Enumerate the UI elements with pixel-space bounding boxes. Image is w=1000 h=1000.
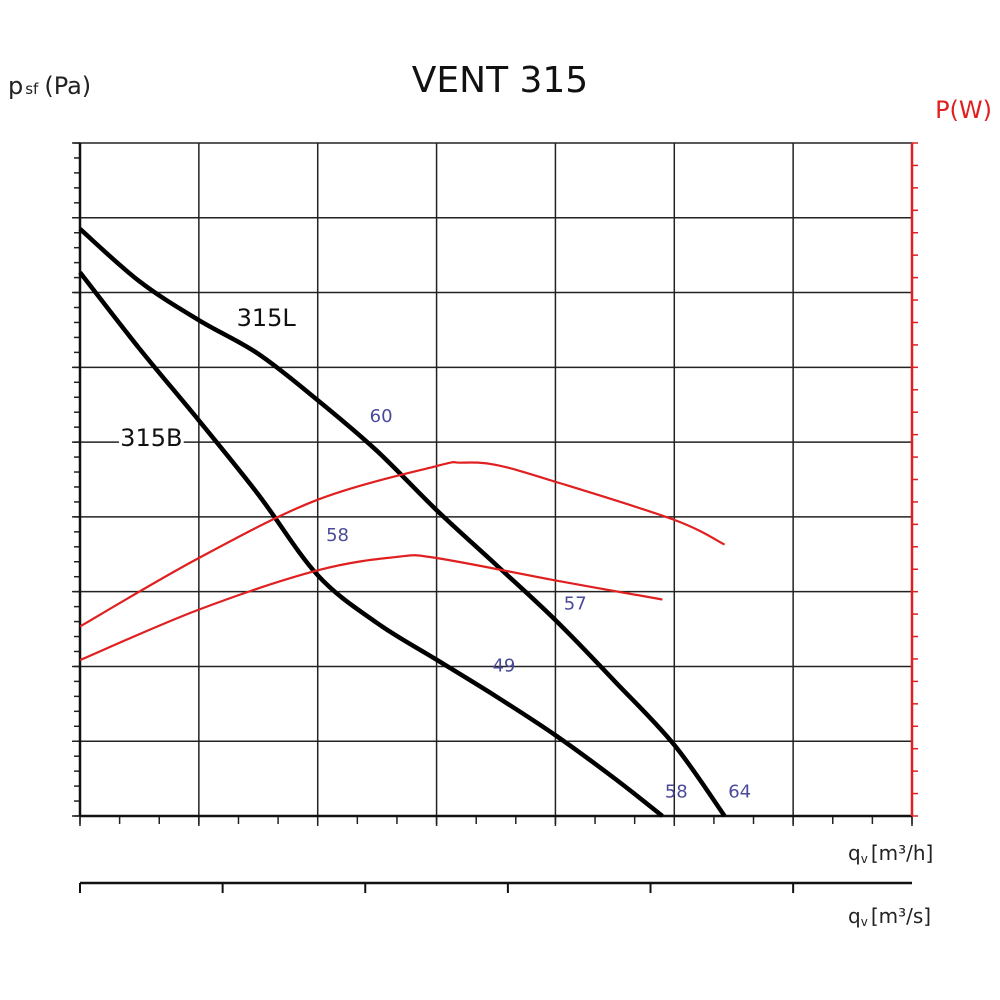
y-axis-label: p sf (Pa) — [8, 72, 91, 100]
point-label: 57 — [564, 594, 587, 615]
power-curve-2 — [79, 461, 726, 628]
point-label: 49 — [492, 656, 515, 677]
y2-axis-label: P(W) — [935, 96, 992, 124]
pressure-curve-315B — [78, 270, 664, 818]
point-label: 60 — [370, 406, 393, 427]
power-curve-3 — [79, 554, 663, 662]
point-label: 58 — [326, 525, 349, 546]
point-label: 58 — [665, 781, 688, 802]
chart-title: VENT 315 — [412, 60, 588, 101]
point-label: 64 — [728, 781, 751, 802]
x-axis-label: qv [m³/h] — [848, 841, 933, 866]
series-label: 315L — [237, 304, 297, 332]
x2-axis-label: qv [m³/s] — [848, 904, 931, 929]
pressure-curve-315L — [78, 227, 727, 818]
series-label: 315B — [120, 424, 182, 452]
